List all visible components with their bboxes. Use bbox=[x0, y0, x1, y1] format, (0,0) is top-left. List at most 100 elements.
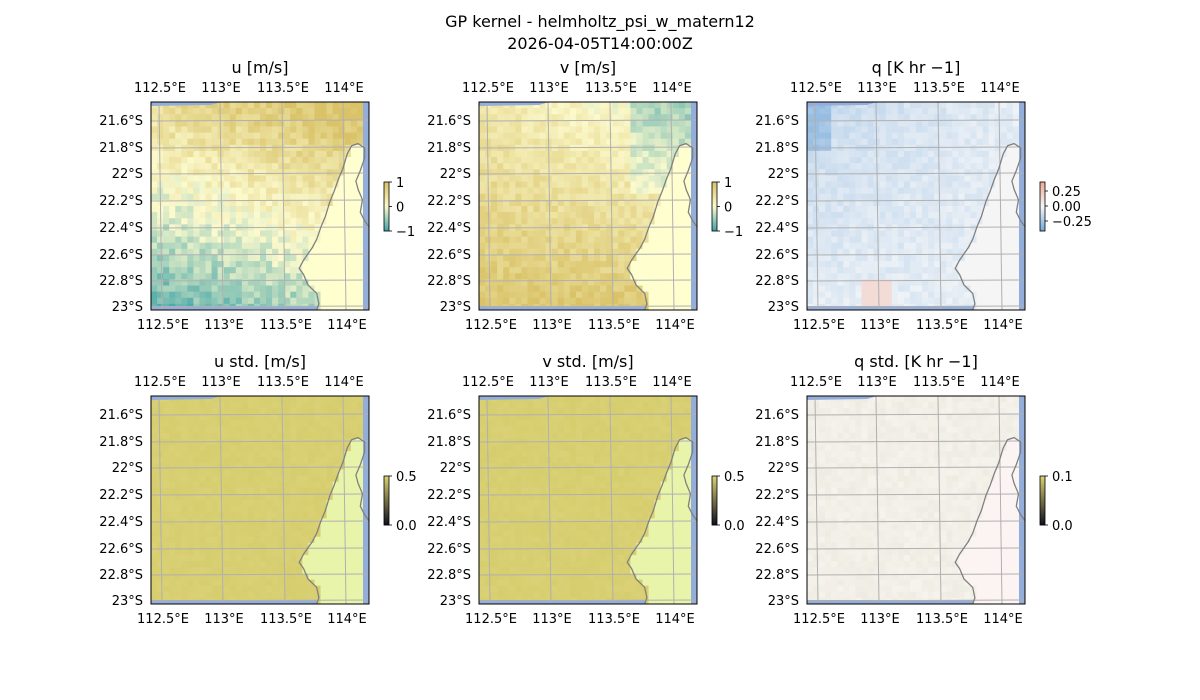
heatmap-cell bbox=[618, 236, 625, 244]
heatmap-cell bbox=[314, 212, 321, 219]
heatmap-cell bbox=[229, 285, 237, 293]
heatmap-cell bbox=[539, 267, 547, 274]
heatmap-cell bbox=[290, 236, 297, 244]
heatmap-cell bbox=[527, 157, 534, 164]
heatmap-cell bbox=[988, 242, 996, 250]
heatmap-cell bbox=[223, 120, 231, 127]
heatmap-cell bbox=[229, 396, 237, 403]
heatmap-cell bbox=[879, 254, 887, 262]
heatmap-cell bbox=[557, 102, 565, 109]
heatmap-cell bbox=[338, 114, 346, 121]
heatmap-cell bbox=[320, 291, 328, 299]
heatmap-cell bbox=[296, 126, 303, 133]
heatmap-cell bbox=[521, 285, 528, 293]
heatmap-cell bbox=[326, 463, 334, 470]
heatmap-cell bbox=[205, 163, 212, 170]
heatmap-cell bbox=[266, 150, 273, 158]
heatmap-cell bbox=[253, 475, 261, 483]
heatmap-cell bbox=[241, 187, 249, 195]
heatmap-cell bbox=[636, 163, 643, 170]
heatmap-cell bbox=[666, 212, 674, 219]
heatmap-cell bbox=[1012, 193, 1020, 201]
heatmap-cell bbox=[897, 163, 905, 170]
heatmap-cell bbox=[867, 291, 875, 299]
heatmap-cell bbox=[320, 573, 328, 580]
heatmap-cell bbox=[831, 199, 838, 207]
heatmap-cell bbox=[891, 206, 899, 213]
heatmap-cell bbox=[630, 193, 637, 201]
heatmap-cell bbox=[916, 236, 923, 244]
heatmap-cell bbox=[344, 297, 352, 305]
heatmap-cell bbox=[976, 181, 984, 189]
heatmap-cell bbox=[909, 102, 917, 109]
heatmap-cell bbox=[479, 163, 486, 170]
heatmap-cell bbox=[308, 242, 315, 250]
heatmap-cell bbox=[296, 285, 303, 293]
heatmap-cell bbox=[308, 524, 315, 531]
heatmap-cell bbox=[630, 175, 637, 182]
heatmap-cell bbox=[344, 463, 352, 470]
heatmap-cell bbox=[1012, 297, 1020, 305]
heatmap-cell bbox=[356, 457, 364, 464]
heatmap-cell bbox=[618, 261, 625, 268]
heatmap-cell bbox=[952, 297, 959, 305]
heatmap-cell bbox=[314, 469, 321, 476]
heatmap-cell bbox=[296, 414, 303, 421]
heatmap-cell bbox=[253, 297, 261, 305]
heatmap-cell bbox=[199, 230, 206, 237]
heatmap-cell bbox=[581, 248, 589, 256]
heatmap-cell bbox=[946, 193, 953, 201]
heatmap-cell bbox=[988, 212, 996, 219]
heatmap-cell bbox=[205, 181, 212, 189]
heatmap-cell bbox=[163, 120, 170, 127]
heatmap-cell bbox=[332, 561, 340, 568]
heatmap-cell bbox=[946, 163, 953, 170]
heatmap-cell bbox=[308, 414, 315, 421]
heatmap-cell bbox=[491, 242, 498, 250]
heatmap-cell bbox=[314, 291, 321, 299]
heatmap-cell bbox=[205, 138, 212, 146]
heatmap-cell bbox=[819, 181, 826, 189]
heatmap-cell bbox=[272, 438, 279, 446]
plot-frame bbox=[478, 101, 698, 311]
heatmap-cell bbox=[278, 132, 285, 140]
heatmap-cell bbox=[253, 175, 261, 182]
heatmap-cell bbox=[569, 181, 577, 189]
heatmap-cell bbox=[344, 493, 352, 501]
heatmap-cell bbox=[296, 512, 303, 519]
heatmap-cell bbox=[952, 254, 959, 262]
heatmap-cell bbox=[533, 279, 540, 286]
heatmap-cell bbox=[199, 420, 206, 427]
heatmap-cell bbox=[509, 181, 516, 189]
heatmap-cell bbox=[916, 157, 923, 164]
heatmap-cell bbox=[326, 230, 334, 237]
heatmap-cell bbox=[344, 248, 352, 256]
heatmap-cell bbox=[934, 242, 941, 250]
heatmap-cell bbox=[193, 218, 200, 225]
heatmap-cell bbox=[326, 212, 334, 219]
heatmap-cell bbox=[551, 199, 559, 207]
heatmap-cell bbox=[163, 236, 170, 244]
heatmap-cell bbox=[205, 451, 212, 458]
heatmap-cell bbox=[284, 157, 291, 164]
heatmap-cell bbox=[217, 579, 225, 587]
heatmap-cell bbox=[314, 524, 321, 531]
heatmap-cell bbox=[235, 567, 243, 574]
heatmap-cell bbox=[199, 132, 206, 140]
heatmap-cell bbox=[964, 138, 971, 146]
heatmap-cell bbox=[199, 199, 206, 207]
heatmap-cell bbox=[326, 242, 334, 250]
heatmap-cell bbox=[666, 193, 674, 201]
heatmap-cell bbox=[964, 206, 971, 213]
heatmap-cell bbox=[344, 291, 352, 299]
heatmap-cell bbox=[503, 108, 510, 115]
heatmap-cell bbox=[266, 187, 273, 195]
heatmap-cell bbox=[272, 132, 279, 140]
heatmap-cell bbox=[575, 248, 583, 256]
heatmap-cell bbox=[648, 150, 656, 158]
colorbar: 0.250.00−0.25 bbox=[1039, 181, 1092, 232]
heatmap-cell bbox=[994, 126, 1002, 133]
heatmap-cell bbox=[1006, 193, 1014, 201]
heatmap-cell bbox=[205, 524, 212, 531]
heatmap-cell bbox=[1012, 254, 1020, 262]
